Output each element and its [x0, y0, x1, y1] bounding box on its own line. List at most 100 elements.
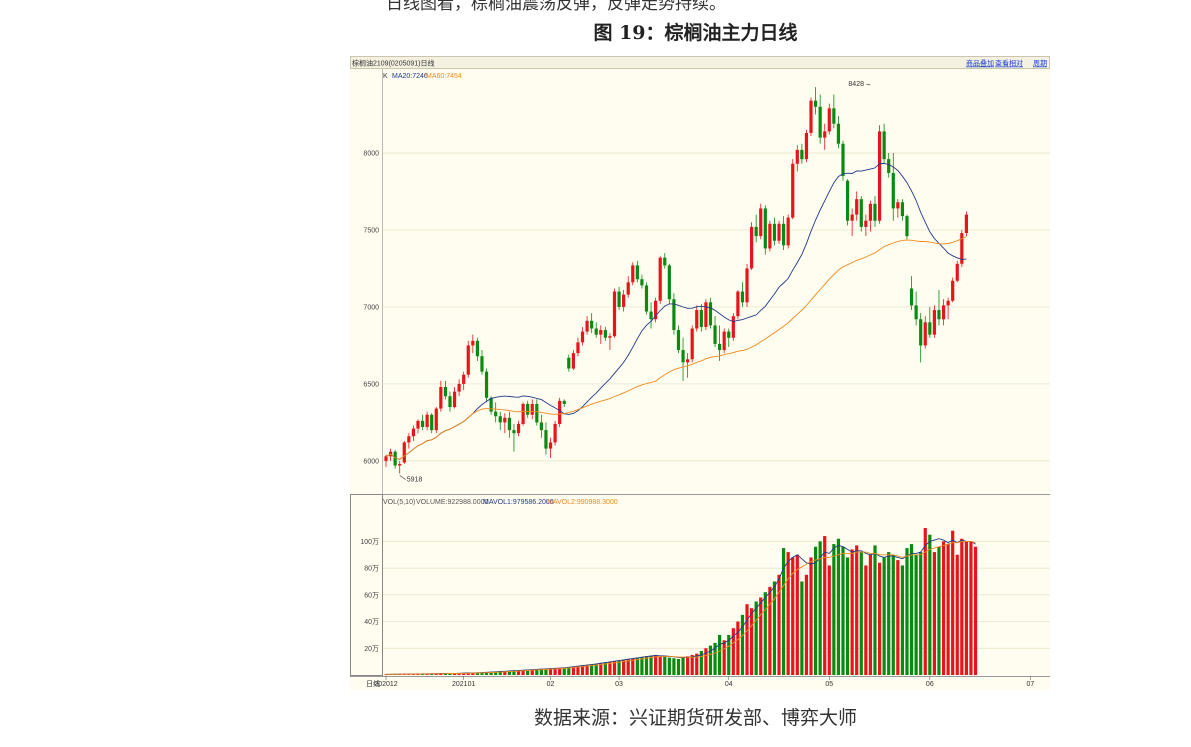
- annotation-leader: [399, 475, 406, 480]
- period-button[interactable]: 周期: [1033, 60, 1047, 68]
- volume-bar: [457, 673, 461, 675]
- volume-bar: [800, 581, 804, 675]
- candle-body: [791, 163, 795, 218]
- volume-bar: [617, 660, 621, 675]
- candle-body: [676, 330, 681, 351]
- volume-bar: [622, 659, 626, 675]
- volume-bar: [507, 670, 511, 675]
- candle-body: [434, 408, 438, 431]
- candle-body: [599, 330, 603, 335]
- candle-body: [887, 159, 891, 173]
- candle-body: [425, 414, 429, 428]
- price-grid: 6000 6500 7000 7500 8000: [363, 150, 1050, 465]
- volume-bar: [475, 672, 479, 675]
- candle-body: [512, 430, 516, 434]
- volume-bar: [530, 669, 534, 675]
- candle-body: [731, 316, 735, 338]
- volume-bar: [736, 621, 740, 675]
- candle-body: [640, 279, 644, 286]
- volume-bar: [804, 574, 809, 675]
- candle-body: [553, 423, 557, 443]
- volume-bar: [658, 656, 662, 675]
- volume-bar: [791, 557, 795, 675]
- candle-body: [740, 291, 745, 303]
- volume-bar: [964, 541, 968, 675]
- candlestick-chart: 棕榈油2109(0205091)日线 商品叠加 查看相对 周期 6000 6500…: [350, 56, 1050, 690]
- volume-bars: [384, 528, 978, 676]
- price-tick-label: 7000: [363, 304, 379, 311]
- view-relative-button[interactable]: 查看相对: [995, 59, 1023, 68]
- candle-body: [932, 310, 936, 335]
- candle-body: [850, 214, 854, 221]
- candle-body: [928, 322, 932, 335]
- volume-bar: [480, 672, 484, 675]
- volume-bar: [745, 604, 749, 675]
- volume-bar: [951, 530, 955, 675]
- intro-text: 日线图看，棕榈油震荡反弹，反弹走势持续。: [386, 0, 726, 14]
- volume-tick-label: 100万: [360, 538, 379, 546]
- volume-bar: [708, 645, 713, 675]
- candle-body: [823, 131, 827, 138]
- volume-bar: [781, 548, 786, 675]
- volume-bar: [452, 673, 457, 675]
- volume-bar: [955, 554, 959, 675]
- volume-bar: [841, 546, 845, 675]
- volume-bar: [836, 538, 841, 675]
- candle-body: [384, 456, 388, 461]
- candle-body: [855, 199, 859, 215]
- date-tick-label: 02: [547, 681, 555, 688]
- candle-body: [960, 233, 964, 264]
- candle-body: [580, 331, 585, 343]
- volume-axis-box: [350, 494, 383, 676]
- volume-bar: [667, 657, 671, 675]
- candle-body: [576, 342, 580, 354]
- volume-bar: [914, 554, 918, 675]
- candle-body: [585, 320, 589, 332]
- volume-indicator-label: VOL(5,10): [383, 499, 415, 506]
- candle-body: [622, 294, 626, 307]
- volume-bar: [695, 653, 699, 675]
- volume-bar: [612, 660, 617, 675]
- volume-bar: [768, 586, 772, 675]
- candle-body: [548, 442, 553, 449]
- candle-body: [452, 391, 457, 408]
- candle-body: [699, 310, 703, 327]
- period-label: 日线: [366, 679, 380, 688]
- volume-bar: [434, 673, 438, 675]
- volume-bar: [439, 673, 443, 675]
- mavol2-line: [386, 540, 976, 675]
- volume-bar: [923, 528, 927, 675]
- volume-bar: [571, 666, 575, 675]
- candle-body: [964, 214, 968, 234]
- overlay-commodity-button[interactable]: 商品叠加: [966, 59, 994, 68]
- candle-body: [754, 226, 758, 237]
- volume-bar: [823, 536, 827, 675]
- volume-bar: [576, 665, 580, 675]
- candle-body: [750, 226, 754, 269]
- candle-body: [941, 305, 946, 320]
- candle-body: [516, 423, 521, 434]
- volume-bar: [443, 673, 448, 675]
- volume-bar: [905, 548, 909, 675]
- volume-bar: [420, 673, 425, 675]
- candle-body: [530, 403, 534, 415]
- volume-bar: [727, 634, 731, 675]
- volume-bar: [772, 581, 777, 675]
- candle-body: [727, 331, 731, 338]
- candle-body: [786, 217, 790, 246]
- volume-bar: [553, 668, 557, 675]
- candle-body: [841, 143, 845, 177]
- candle-body: [626, 282, 630, 295]
- candles: [384, 87, 968, 474]
- candle-body: [489, 397, 493, 412]
- volume-bar: [873, 545, 877, 675]
- candle-body: [745, 268, 749, 303]
- volume-bar: [503, 670, 507, 675]
- volume-bar: [608, 661, 612, 675]
- volume-bar: [663, 656, 667, 675]
- volume-bar: [941, 541, 946, 675]
- volume-tick-label: 60万: [364, 591, 379, 599]
- candle-body: [544, 430, 548, 449]
- volume-bar: [462, 672, 466, 675]
- candle-body: [882, 131, 886, 160]
